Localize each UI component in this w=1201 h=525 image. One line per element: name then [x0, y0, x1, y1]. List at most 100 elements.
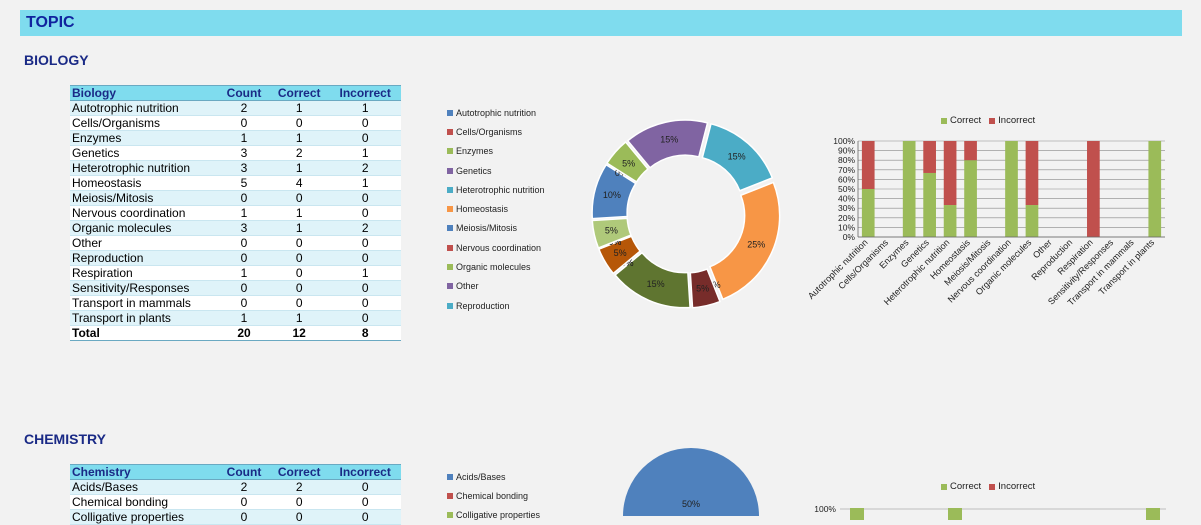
legend-label: Acids/Bases: [456, 471, 506, 482]
row-incorrect: 1: [329, 145, 401, 161]
bar-correct-autotrophic-nutrition: [861, 189, 875, 237]
legend-swatch: [447, 492, 453, 499]
row-count: 2: [219, 100, 269, 116]
pie-label-organic-molecules: 15%: [647, 279, 665, 289]
pie-label-acids-bases: 50%: [682, 499, 700, 509]
table-row: Respiration 1 0 1: [70, 265, 401, 281]
legend-item-meiosis-mitosis: Meiosis/Mitosis: [447, 219, 545, 238]
legend-item-enzymes: Enzymes: [447, 142, 545, 161]
row-incorrect: 0: [329, 310, 401, 326]
table-row: Organic molecules 3 1 2: [70, 220, 401, 236]
legend-swatch: [447, 473, 453, 480]
table-header-row: Biology Count Correct Incorrect: [70, 85, 401, 101]
row-count: 1: [219, 205, 269, 221]
bar-correct: [948, 508, 962, 520]
legend-swatch-correct: [941, 483, 947, 490]
bar-correct-genetics: [923, 172, 936, 237]
pie-label-homeostasis: 25%: [747, 239, 765, 249]
bar-correct-organic-molecules: [1025, 205, 1039, 237]
row-correct: 2: [269, 145, 330, 161]
row-correct: 1: [269, 100, 330, 116]
row-count: 2: [219, 479, 269, 495]
row-count: 3: [219, 220, 269, 236]
legend-swatch: [447, 167, 453, 174]
pie-slice-transport-in-plants: [591, 217, 632, 249]
pie-slice-respiration: [597, 235, 642, 275]
legend-label: Heterotrophic nutrition: [456, 184, 545, 195]
table-row: Enzymes 1 1 0: [70, 130, 401, 146]
pie-slice-genetics: [626, 119, 709, 169]
legend-label: Nervous coordination: [456, 242, 542, 253]
topic-label: TOPIC: [26, 14, 75, 31]
row-label: Cells/Organisms: [70, 115, 219, 131]
table-row: Other 0 0 0: [70, 235, 401, 251]
row-incorrect: 0: [329, 115, 401, 131]
legend-label: Genetics: [456, 165, 492, 176]
legend-label: Reproduction: [456, 300, 510, 311]
row-correct: 0: [269, 235, 330, 251]
row-label: Other: [70, 235, 219, 251]
pie-label-enzymes: 5%: [622, 158, 635, 168]
legend-item-other: Other: [447, 277, 545, 296]
table-row: Reproduction 0 0 0: [70, 250, 401, 266]
legend-swatch: [447, 512, 453, 519]
pie-slice-acids-bases: [623, 448, 759, 516]
legend-item-autotrophic-nutrition: Autotrophic nutrition: [447, 103, 545, 122]
bar-correct-nervous-coordination: [1005, 141, 1018, 237]
column-header-count: Count: [219, 85, 269, 101]
bar-incorrect-homeostasis: [964, 141, 977, 161]
pie-label-transport-in-plants: 5%: [605, 226, 618, 236]
legend-label: Meiosis/Mitosis: [456, 223, 518, 234]
row-label: Enzymes: [70, 130, 219, 146]
row-correct: 0: [269, 295, 330, 311]
pie-label-autotrophic-nutrition: 10%: [603, 190, 621, 200]
row-incorrect: 0: [329, 295, 401, 311]
row-label: Transport in mammals: [70, 295, 219, 311]
table-row: Colligative properties 0 0 0: [70, 509, 401, 525]
row-label: Transport in plants: [70, 310, 219, 326]
row-incorrect: 0: [329, 130, 401, 146]
bar-correct: [1146, 508, 1160, 520]
pie-slice-heterotrophic-nutrition: [701, 122, 774, 192]
row-correct: 4: [269, 175, 330, 191]
biology-title: BIOLOGY: [24, 52, 89, 68]
chemistry-pie-chart: 50%: [623, 448, 759, 516]
row-count: 5: [219, 175, 269, 191]
total-label: Total: [70, 325, 219, 341]
column-header-biology: Biology: [70, 85, 219, 101]
legend-item-reproduction: Reproduction: [447, 296, 545, 315]
row-count: 0: [219, 115, 269, 131]
y-tick-label: 100%: [814, 504, 836, 514]
table-row: Transport in mammals 0 0 0: [70, 295, 401, 311]
legend-swatch: [447, 302, 453, 309]
row-incorrect: 1: [329, 100, 401, 116]
row-correct: 0: [269, 509, 330, 525]
table-row: Meiosis/Mitosis 0 0 0: [70, 190, 401, 206]
legend-swatch: [447, 244, 453, 251]
y-tick-label: 90%: [838, 146, 855, 156]
total-correct: 12: [269, 325, 330, 341]
row-count: 3: [219, 160, 269, 176]
legend-label: Chemical bonding: [456, 490, 529, 501]
legend-correct: Correct: [950, 481, 982, 492]
row-label: Chemical bonding: [70, 494, 219, 510]
row-incorrect: 0: [329, 280, 401, 296]
chemistry-bar-chart: 100%: [814, 504, 1166, 520]
table-row: Autotrophic nutrition 2 1 1: [70, 100, 401, 116]
legend-swatch: [447, 109, 453, 116]
row-correct: 0: [269, 250, 330, 266]
legend-item-nervous-coordination: Nervous coordination: [447, 238, 545, 257]
legend-label: Organic molecules: [456, 262, 531, 273]
row-count: 0: [219, 295, 269, 311]
legend-item-chemical-bonding: Chemical bonding: [447, 486, 540, 505]
bar-incorrect-autotrophic-nutrition: [861, 141, 875, 189]
column-header-chemistry: Chemistry: [70, 464, 219, 480]
bar-correct-homeostasis: [964, 160, 977, 237]
row-label: Meiosis/Mitosis: [70, 190, 219, 206]
y-tick-label: 70%: [838, 165, 855, 175]
row-count: 0: [219, 509, 269, 525]
total-incorrect: 8: [329, 325, 401, 341]
row-count: 3: [219, 145, 269, 161]
legend-correct: Correct: [950, 115, 982, 126]
row-incorrect: 0: [329, 190, 401, 206]
